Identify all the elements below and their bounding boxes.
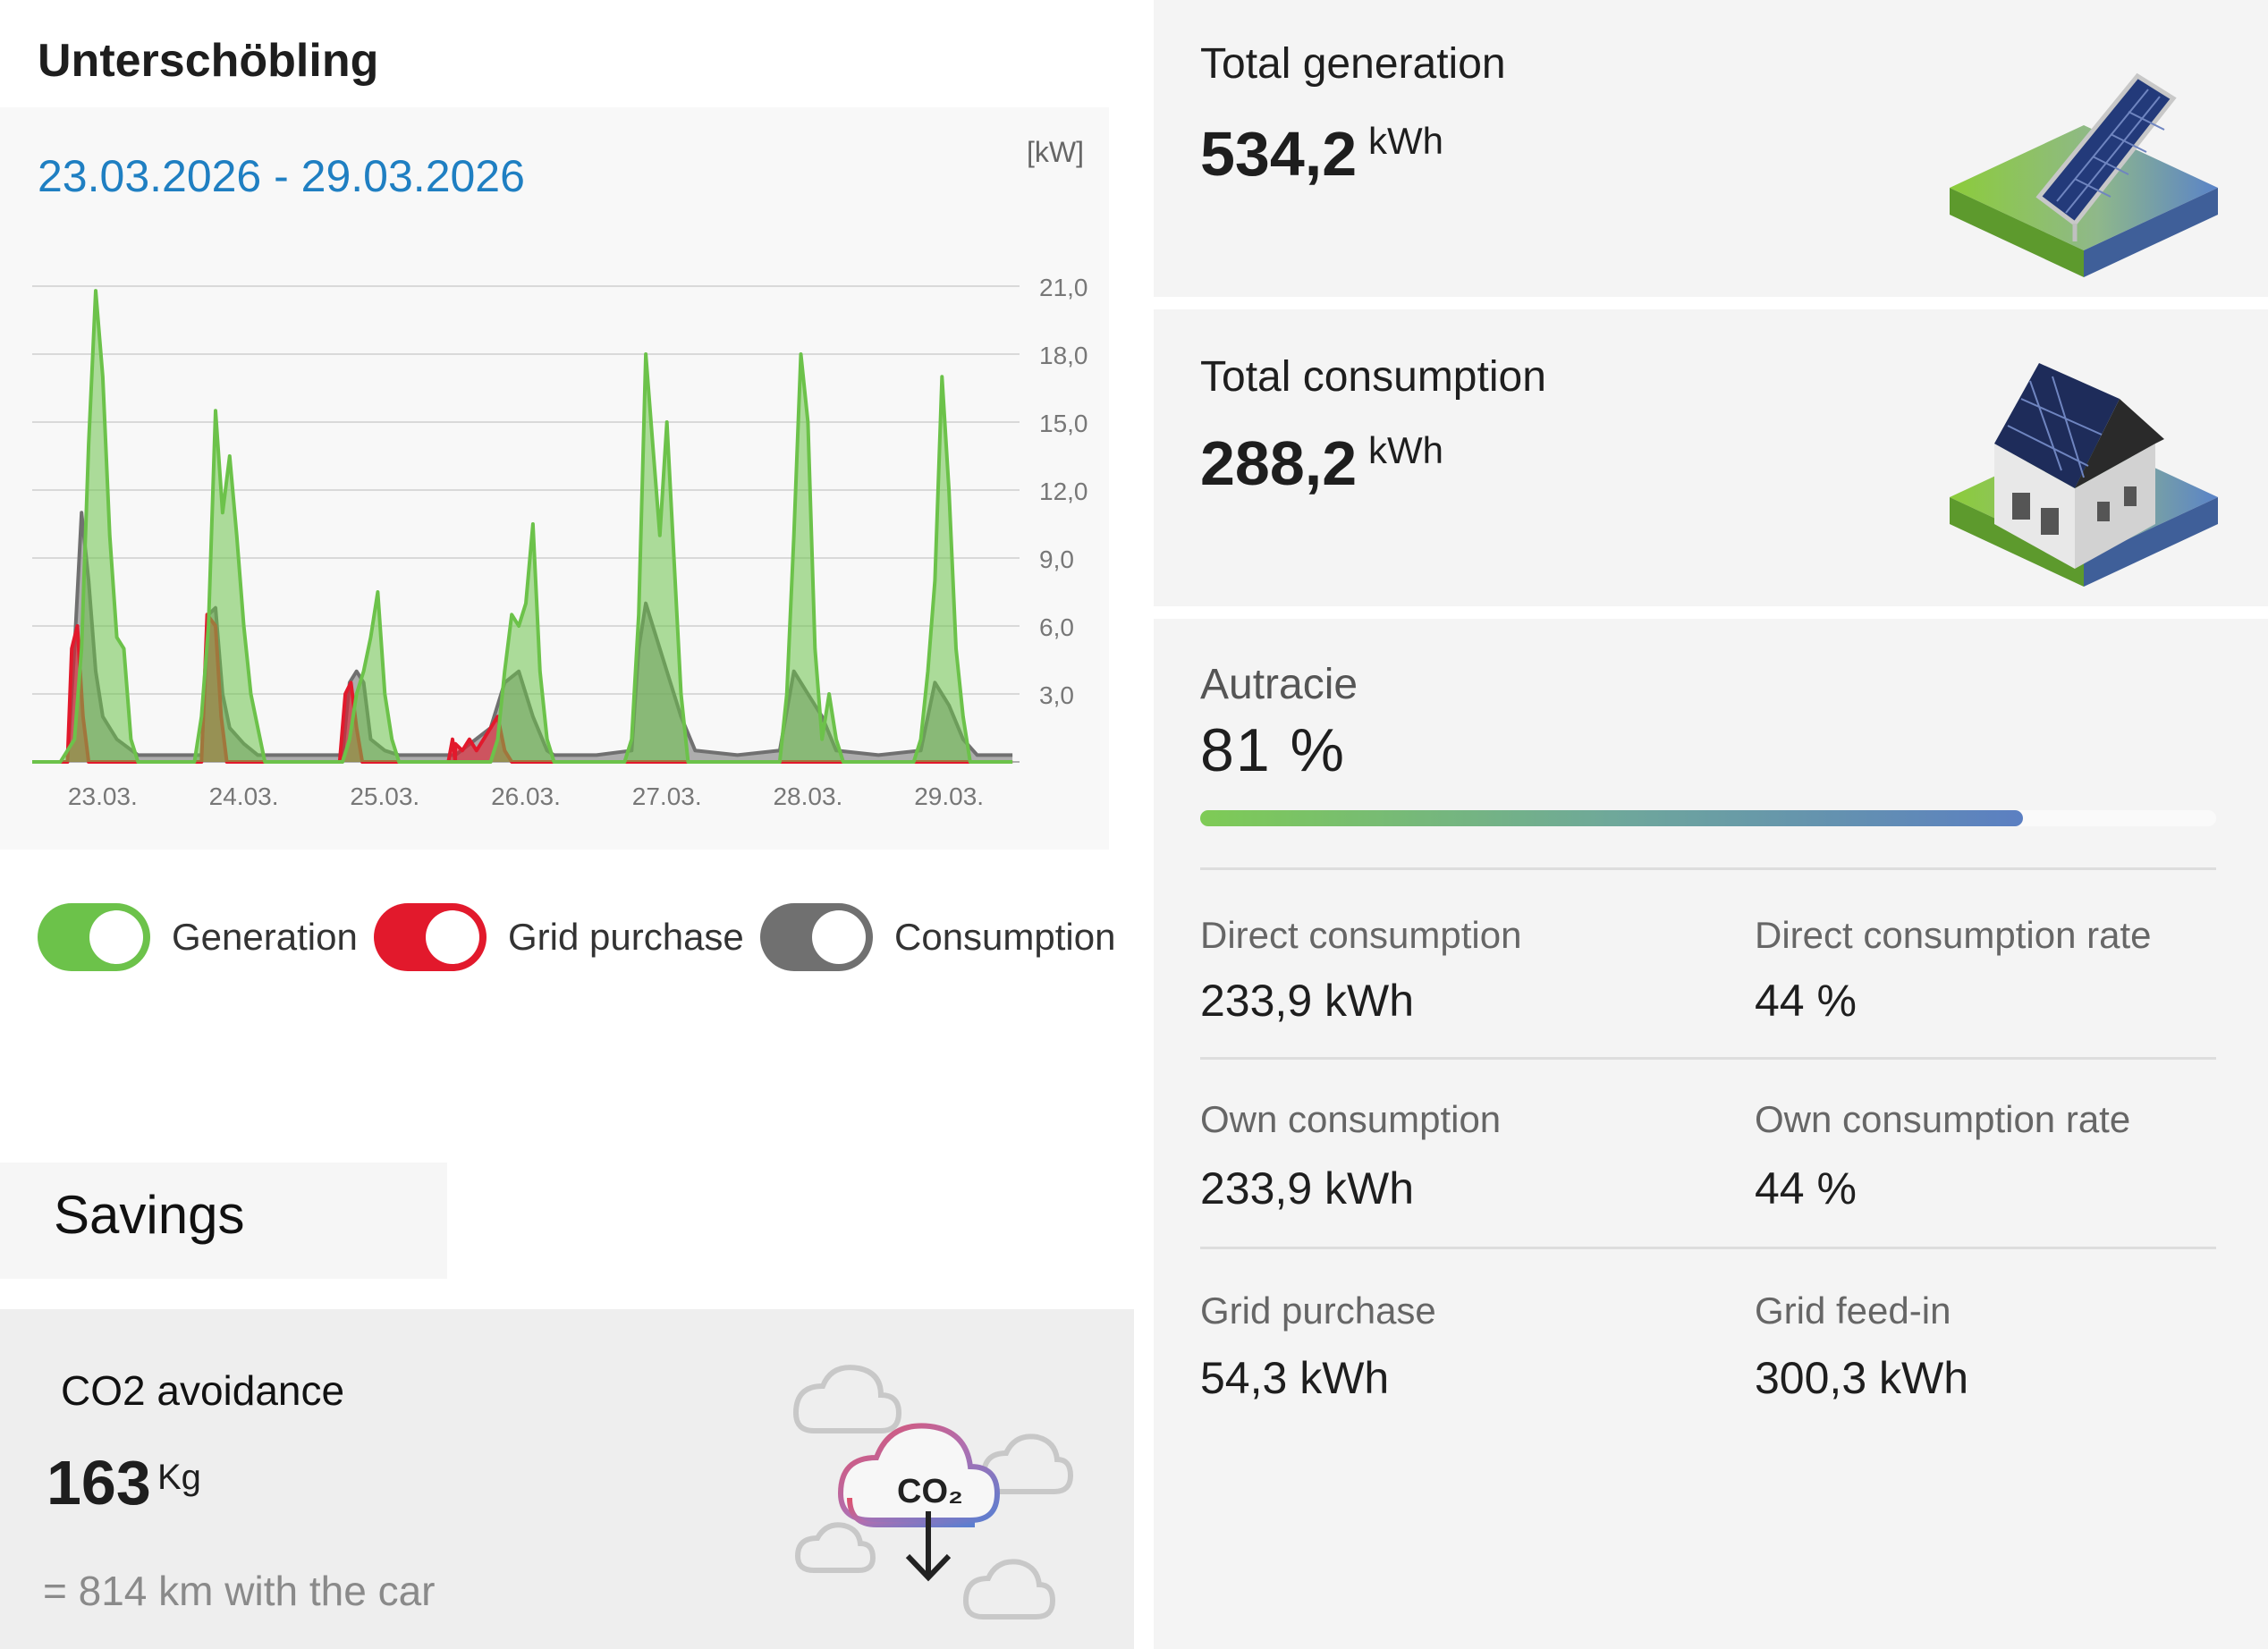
power-chart: 21,0 18,0 15,0 12,0 9,0 6,0 3,0 23.03. 24.03. 25.… bbox=[32, 274, 1088, 810]
toggle-knob bbox=[89, 910, 143, 964]
total-consumption-value: 288,2 bbox=[1200, 428, 1358, 498]
co2-text: CO₂ bbox=[897, 1473, 963, 1510]
y-tick-label: 18,0 bbox=[1039, 342, 1088, 369]
y-tick-label: 21,0 bbox=[1039, 274, 1088, 301]
x-tick-label: 26.03. bbox=[491, 782, 561, 810]
generation-line bbox=[32, 289, 1013, 764]
savings-title: Savings bbox=[54, 1185, 245, 1245]
legend-item-generation[interactable]: Generation bbox=[38, 903, 360, 971]
x-tick-label: 27.03. bbox=[632, 782, 702, 810]
right-column: Total generation 534,2 kWh bbox=[1154, 0, 2268, 1649]
x-tick-label: 25.03. bbox=[350, 782, 419, 810]
y-tick-label: 12,0 bbox=[1039, 478, 1088, 505]
direct-consumption-value: 233,9 kWh bbox=[1200, 976, 1415, 1026]
down-arrow-icon bbox=[905, 1511, 952, 1582]
autarky-progress-fill bbox=[1200, 810, 2024, 826]
co2-value: 163 bbox=[47, 1448, 151, 1518]
background-clouds-icon bbox=[792, 1365, 1074, 1619]
y-tick-label: 6,0 bbox=[1039, 613, 1074, 641]
consumption-toggle[interactable] bbox=[760, 903, 873, 971]
co2-cloud-icon: CO₂ bbox=[792, 1365, 1074, 1619]
legend-label-grid-purchase: Grid purchase bbox=[508, 916, 744, 958]
chart-unit-label: [kW] bbox=[1027, 136, 1084, 168]
y-tick-label: 15,0 bbox=[1039, 410, 1088, 437]
total-generation-value: 534,2 bbox=[1200, 119, 1358, 189]
own-consumption-value: 233,9 kWh bbox=[1200, 1163, 1415, 1213]
legend-label-consumption: Consumption bbox=[894, 916, 1116, 958]
grid-purchase-value: 54,3 kWh bbox=[1200, 1353, 1390, 1403]
own-consumption-rate-label: Own consumption rate bbox=[1755, 1098, 2131, 1140]
solar-panel-icon bbox=[1950, 72, 2218, 277]
total-generation-unit: kWh bbox=[1368, 120, 1443, 162]
y-tick-label: 3,0 bbox=[1039, 681, 1074, 709]
grid-feed-in-value: 300,3 kWh bbox=[1755, 1353, 1969, 1403]
toggle-knob bbox=[812, 910, 866, 964]
y-tick-label: 9,0 bbox=[1039, 545, 1074, 573]
co2-title: CO2 avoidance bbox=[61, 1367, 345, 1414]
house-icon bbox=[1950, 363, 2218, 587]
site-title: Unterschöbling bbox=[38, 35, 379, 87]
legend-label-generation: Generation bbox=[172, 916, 358, 958]
direct-consumption-label: Direct consumption bbox=[1200, 914, 1522, 956]
divider bbox=[1200, 867, 2216, 870]
toggle-knob bbox=[426, 910, 479, 964]
autarky-panel: Autracie 81 % Direct consumption 233,9 k… bbox=[1154, 619, 2268, 1649]
divider bbox=[1200, 1057, 2216, 1060]
total-consumption-label: Total consumption bbox=[1200, 353, 1546, 401]
total-generation-label: Total generation bbox=[1200, 40, 1506, 88]
grid-purchase-toggle[interactable] bbox=[374, 903, 487, 971]
grid-purchase-label: Grid purchase bbox=[1200, 1290, 1436, 1332]
autarky-value: 81 % bbox=[1200, 716, 1346, 784]
grid-feed-in-label: Grid feed-in bbox=[1755, 1290, 1951, 1332]
left-column: Unterschöbling 23.03.2026 - 29.03.2026 [… bbox=[0, 35, 1134, 1649]
generation-toggle[interactable] bbox=[38, 903, 150, 971]
x-tick-label: 29.03. bbox=[914, 782, 984, 810]
autarky-label: Autracie bbox=[1200, 661, 1358, 708]
x-tick-label: 28.03. bbox=[773, 782, 842, 810]
legend-item-grid-purchase[interactable]: Grid purchase bbox=[374, 903, 749, 971]
own-consumption-label: Own consumption bbox=[1200, 1098, 1502, 1140]
date-range[interactable]: 23.03.2026 - 29.03.2026 bbox=[38, 151, 525, 201]
x-tick-label: 23.03. bbox=[68, 782, 138, 810]
co2-equivalent: = 814 km with the car bbox=[43, 1568, 436, 1614]
generation-area bbox=[32, 291, 1013, 763]
total-consumption-panel: Total consumption 288,2 kWh bbox=[1154, 309, 2268, 606]
direct-consumption-rate-value: 44 % bbox=[1755, 976, 1857, 1026]
x-tick-label: 24.03. bbox=[209, 782, 279, 810]
legend-item-consumption[interactable]: Consumption bbox=[760, 903, 1118, 971]
total-generation-panel: Total generation 534,2 kWh bbox=[1154, 0, 2268, 297]
divider bbox=[1200, 1247, 2216, 1249]
co2-unit: Kg bbox=[157, 1458, 201, 1497]
direct-consumption-rate-label: Direct consumption rate bbox=[1755, 914, 2152, 956]
autarky-progress-bar bbox=[1200, 810, 2216, 826]
total-consumption-unit: kWh bbox=[1368, 429, 1443, 471]
savings-header-card bbox=[0, 1163, 447, 1279]
own-consumption-rate-value: 44 % bbox=[1755, 1163, 1857, 1213]
chart-legend: Generation Grid purchase Consumption bbox=[38, 903, 1115, 971]
